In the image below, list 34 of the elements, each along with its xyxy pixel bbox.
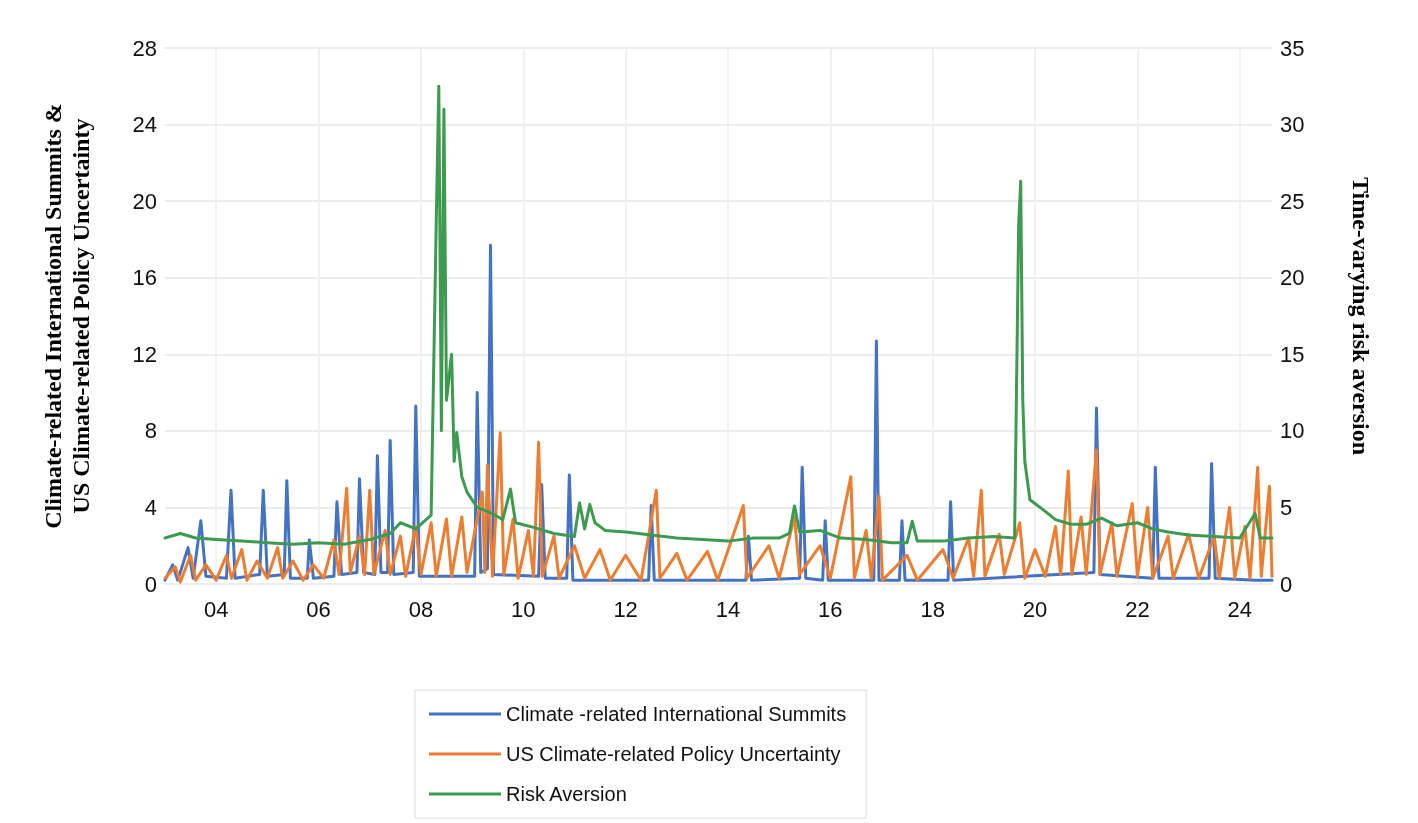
y-axis-title: Climate-related International Summits & US Climate-related Policy Uncertainty [40, 103, 94, 529]
x-tick-label: 04 [203, 596, 229, 622]
y2-tick-label: 0 [1280, 571, 1293, 597]
line-series [163, 84, 1274, 546]
y-tick-label: 0 [144, 571, 157, 597]
x-tick-label: 12 [613, 596, 638, 622]
x-tick-label: 20 [1022, 596, 1048, 622]
y2-tick-label: 25 [1280, 188, 1305, 214]
x-tick-label: 10 [511, 596, 536, 622]
y2-tick-label: 5 [1280, 494, 1293, 520]
legend-label: US Climate-related Policy Uncertainty [506, 743, 841, 765]
y-tick-label: 4 [144, 494, 157, 520]
y2-axis-title: Time-varying risk aversion [1348, 176, 1374, 456]
y2-tick-label: 30 [1280, 112, 1305, 138]
y2-tick-label: 15 [1280, 341, 1305, 367]
line-series [163, 431, 1274, 584]
legend-label: Risk Aversion [506, 783, 627, 805]
y-tick-label: 8 [144, 418, 157, 444]
x-tick-label: 16 [818, 596, 843, 622]
x-tick-label: 24 [1227, 596, 1252, 622]
y2-tick-label: 35 [1280, 35, 1305, 61]
y-tick-label: 20 [132, 188, 157, 214]
legend-label: Climate -related International Summits [506, 703, 847, 725]
x-tick-label: 18 [920, 596, 945, 622]
y-tick-label: 16 [132, 265, 157, 291]
y2-tick-label: 10 [1280, 418, 1305, 444]
x-tick-label: 14 [715, 596, 741, 622]
x-tick-label: 08 [408, 596, 434, 622]
x-tick-label: 22 [1125, 596, 1150, 622]
x-tick-label: 06 [306, 596, 331, 622]
y-tick-label: 12 [132, 341, 157, 367]
y2-tick-label: 20 [1280, 265, 1305, 291]
y-tick-label: 24 [132, 112, 157, 138]
y-tick-label: 28 [132, 35, 157, 61]
